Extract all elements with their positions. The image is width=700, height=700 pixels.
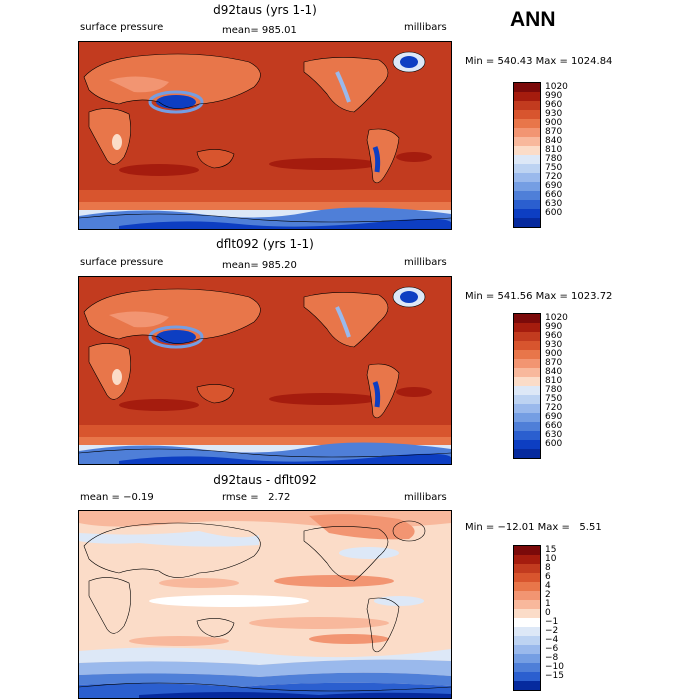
- colorbar-label: 930: [545, 109, 563, 119]
- panel1-mean-label: mean= 985.01: [222, 25, 297, 36]
- colorbar-label: −1: [545, 617, 559, 627]
- colorbar-label: 900: [545, 349, 563, 359]
- panel2-title: dflt092 (yrs 1-1): [216, 237, 314, 251]
- colorbar-label: 870: [545, 127, 563, 137]
- panel1-title: d92taus (yrs 1-1): [213, 3, 317, 17]
- season-label: ANN: [510, 8, 556, 31]
- panel2-mean-label: mean= 985.20: [222, 260, 297, 271]
- colorbar-label: 600: [545, 208, 563, 218]
- colorbar-label: 690: [545, 412, 563, 422]
- colorbar-label: 8: [545, 563, 551, 573]
- colorbar-label: 0: [545, 608, 551, 618]
- colorbar-label: 840: [545, 136, 563, 146]
- colorbar-label: 930: [545, 340, 563, 350]
- colorbar-label: 720: [545, 172, 563, 182]
- colorbar-label: 840: [545, 367, 563, 377]
- colorbar-label: 750: [545, 394, 563, 404]
- panel3-mean-label: mean = −0.19: [80, 492, 154, 503]
- colorbar-label: 720: [545, 403, 563, 413]
- panel3-title: d92taus - dflt092: [213, 473, 317, 487]
- panel2-colorbar-labels: 1020 990 960 930 900 870 840 810 780 750…: [545, 313, 585, 463]
- panel1-variable-label: surface pressure: [80, 22, 164, 33]
- colorbar-label: −10: [545, 662, 564, 672]
- panel2-colorbar: [513, 313, 541, 459]
- panel2-min-max: Min = 541.56 Max = 1023.72: [465, 291, 613, 302]
- colorbar-label: −4: [545, 635, 559, 645]
- panel3-map: [78, 510, 452, 699]
- panel1-colorbar-labels: 1020 990 960 930 900 870 840 810 780 750…: [545, 82, 585, 232]
- colorbar-label: 660: [545, 190, 563, 200]
- colorbar-label: 4: [545, 581, 551, 591]
- colorbar-label: −6: [545, 644, 559, 654]
- panel3-rmse-label: rmse = 2.72: [222, 492, 291, 503]
- colorbar-label: 15: [545, 545, 557, 555]
- colorbar-label: 630: [545, 430, 563, 440]
- colorbar-label: 810: [545, 376, 563, 386]
- colorbar-label: 1020: [545, 313, 568, 323]
- colorbar-label: 2: [545, 590, 551, 600]
- panel1-units-label: millibars: [404, 22, 447, 33]
- colorbar-label: 870: [545, 358, 563, 368]
- panel1-colorbar: [513, 82, 541, 228]
- colorbar-label: 1020: [545, 82, 568, 92]
- colorbar-label: 10: [545, 554, 557, 564]
- colorbar-label: 780: [545, 154, 563, 164]
- panel3-colorbar-labels: 15 10 8 6 4 2 1 0 −1 −2 −4 −6 −8 −10 −15: [545, 545, 585, 695]
- colorbar-label: 6: [545, 572, 551, 582]
- panel2-units-label: millibars: [404, 257, 447, 268]
- colorbar-label: −15: [545, 671, 564, 681]
- colorbar-label: 690: [545, 181, 563, 191]
- panel1-map: [78, 41, 452, 230]
- panel2-variable-label: surface pressure: [80, 257, 164, 268]
- colorbar-label: 750: [545, 163, 563, 173]
- colorbar-label: 990: [545, 91, 563, 101]
- colorbar-label: 600: [545, 439, 563, 449]
- colorbar-label: 900: [545, 118, 563, 128]
- colorbar-label: −2: [545, 626, 559, 636]
- colorbar-label: 660: [545, 421, 563, 431]
- panel3-min-max: Min = −12.01 Max = 5.51: [465, 522, 602, 533]
- colorbar-label: 780: [545, 385, 563, 395]
- panel1-min-max: Min = 540.43 Max = 1024.84: [465, 56, 613, 67]
- colorbar-label: 1: [545, 599, 551, 609]
- colorbar-label: 810: [545, 145, 563, 155]
- colorbar-label: 960: [545, 331, 563, 341]
- colorbar-label: −8: [545, 653, 559, 663]
- colorbar-label: 990: [545, 322, 563, 332]
- panel2-map: [78, 276, 452, 465]
- colorbar-label: 630: [545, 199, 563, 209]
- panel3-units-label: millibars: [404, 492, 447, 503]
- panel3-colorbar: [513, 545, 541, 691]
- colorbar-label: 960: [545, 100, 563, 110]
